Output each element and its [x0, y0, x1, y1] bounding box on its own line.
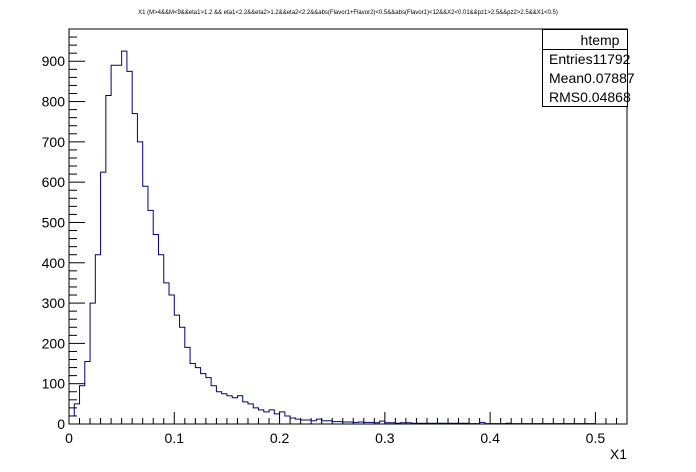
x-tick-label: 0.4 — [480, 430, 500, 446]
y-tick-label: 400 — [42, 255, 66, 271]
x-axis-ticks: 0 0.1 0.2 0.3 0.4 0.5 — [65, 412, 628, 446]
stats-mean-label: Mean — [549, 70, 585, 86]
y-tick-label: 0 — [57, 416, 65, 432]
x-tick-label: 0.3 — [375, 430, 395, 446]
x-axis-label: X1 — [610, 446, 627, 462]
plot-frame — [68, 28, 628, 425]
y-tick-label: 300 — [42, 295, 66, 311]
stats-box: htemp Entries 11792 Mean 0.07887 RMS 0.0… — [542, 29, 635, 107]
stats-mean-value: 0.07887 — [584, 70, 635, 86]
x-tick-label: 0 — [65, 430, 73, 446]
stats-row-mean: Mean 0.07887 — [543, 69, 635, 88]
histogram-series-line — [68, 50, 596, 425]
x-tick-label: 0.2 — [270, 430, 290, 446]
plot-title: X1 (M>4&&M<9&&eta1>1.2 && eta1<2.2&&eta2… — [138, 10, 558, 16]
stats-rms-value: 0.04868 — [580, 89, 631, 105]
x-tick-label: 0.5 — [586, 430, 606, 446]
stats-row-rms: RMS 0.04868 — [543, 88, 631, 107]
y-tick-label: 100 — [42, 376, 66, 392]
stats-row-entries: Entries 11792 — [543, 50, 630, 69]
y-tick-label: 600 — [42, 174, 66, 190]
y-tick-label: 900 — [42, 53, 66, 69]
stats-entries-label: Entries — [549, 51, 593, 67]
x-tick-label: 0.1 — [165, 430, 185, 446]
y-tick-label: 500 — [42, 214, 66, 230]
stats-entries-value: 11792 — [592, 51, 631, 67]
y-tick-label: 800 — [42, 94, 66, 110]
y-axis-ticks: 0 100 200 300 400 500 600 700 800 900 — [42, 28, 85, 432]
stats-rms-label: RMS — [549, 89, 581, 105]
y-tick-label: 200 — [42, 335, 66, 351]
y-tick-label: 700 — [42, 134, 66, 150]
stats-title: htemp — [543, 30, 627, 50]
